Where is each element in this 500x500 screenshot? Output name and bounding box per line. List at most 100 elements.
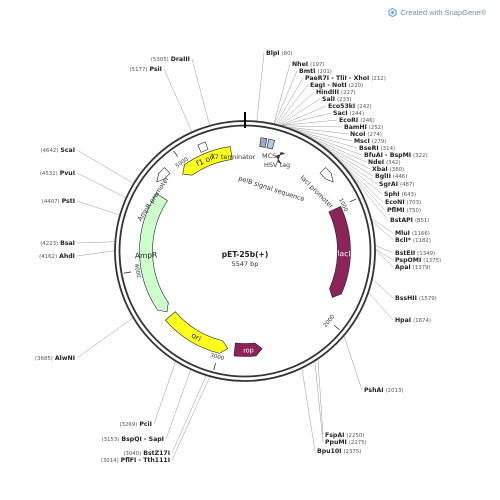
site-label-ppumi[interactable]: PpuMI (2275) [325,439,367,446]
site-label-eagi-noti[interactable]: EagI - NotI (220) [310,82,363,89]
site-label-bamhi[interactable]: BamHI (252) [344,124,383,131]
leader-line-mlui [371,218,394,234]
site-label-paer7i-tlii-xhoi[interactable]: PaeR7I - TliI - XhoI (212) [305,75,386,82]
site-label-xbai[interactable]: XbaI (380) [372,166,404,173]
leader-line-bfuai-bspmi [291,128,363,156]
site-name: BlpI [266,50,280,57]
site-position: (242) [357,104,372,110]
site-label-bspqi-sapi[interactable]: (3153) BspQI - SapI [101,436,164,443]
feature-arrow-t7-terminator[interactable] [197,141,209,153]
feature-mcs[interactable]: MCS [259,137,277,160]
site-name: Eco53kI [328,103,355,110]
site-label-scai[interactable]: (4642) ScaI [40,147,75,154]
feature-arrow-mcs[interactable] [259,137,268,148]
site-label-blpi[interactable]: BlpI (80) [266,50,293,57]
feature-laci-promoter[interactable]: lacI promoter [299,167,336,211]
site-label-psti[interactable]: (4407) PstI [42,198,75,205]
site-position: (80) [282,51,293,57]
site-label-econi[interactable]: EcoNI (703) [385,199,421,206]
site-label-bmti[interactable]: BmtI (201) [299,68,332,75]
site-label-ndei[interactable]: NdeI (342) [368,159,401,166]
site-label-alwni[interactable]: (3685) AlwNI [35,355,75,362]
center-title: pET-25b(+) 5547 bp [222,250,269,268]
feature-arrow-ampr-promoter[interactable] [156,167,171,183]
site-position: (1379) [413,265,431,271]
site-label-pshai[interactable]: PshAI (2013) [364,387,404,394]
feature-arrow-laci[interactable] [328,206,351,298]
site-position: (1349) [417,251,435,257]
watermark-text: Created with SnapGene® [400,8,486,17]
leader-line-alwni [76,317,134,359]
site-label-fspai[interactable]: FspAI (2250) [325,432,364,439]
site-label-pflmi[interactable]: PflMI (750) [387,207,421,214]
site-label-mlui[interactable]: MluI (1166) [395,230,430,237]
leader-line-ppumi [314,361,324,443]
site-label-ahdi[interactable]: (4162) AhdI [39,253,75,260]
site-name: AhdI [59,253,75,260]
site-label-bcli[interactable]: BclI* (1182) [395,237,431,244]
feature-label: HSV tag [264,161,290,169]
site-label-bglii[interactable]: BglII (446) [375,173,407,180]
site-label-sgrai[interactable]: SgrAI (487) [379,181,415,188]
feature-arrow-hsv-tag[interactable] [266,138,276,150]
site-label-apai[interactable]: ApaI (1379) [395,264,431,271]
site-label-bseri[interactable]: BseRI (314) [359,145,395,152]
feature-label: ori [190,331,203,344]
site-label-hindiii[interactable]: HindIII (227) [316,89,356,96]
feature-rop[interactable]: rop [233,342,263,357]
site-label-msci[interactable]: MscI (279) [354,138,386,145]
feature-arrow-f1-ori[interactable] [182,146,233,176]
site-label-pspomi[interactable]: PspOMI (1375) [395,257,441,264]
feature-arrow-ori[interactable] [164,311,229,354]
feature-arrow-ampr[interactable] [139,193,169,313]
site-position: (1674) [413,318,431,324]
site-name: Bpu10I [317,448,341,455]
site-label-bfuai-bspmi[interactable]: BfuAI - BspMI (322) [364,152,428,159]
feature-arrow-rop[interactable] [233,342,263,357]
scale-tick-2000 [333,324,340,331]
leader-line-pvui [76,172,127,198]
site-label-psii[interactable]: (5177) PsiI [130,66,162,73]
site-name: SphI [384,191,400,198]
leader-line-bcli [371,220,394,241]
site-name: NdeI [368,159,384,166]
site-position: (3040) [123,451,141,457]
site-label-bsai[interactable]: (4223) BsaI [40,240,75,247]
site-label-bsshii[interactable]: BssHII (1579) [395,295,437,302]
site-position: (274) [367,132,382,138]
site-label-saci[interactable]: SacI (244) [333,110,364,117]
site-label-hpai[interactable]: HpaI (1674) [395,317,431,324]
site-label-pflfi-tth111i[interactable]: (3014) PflFI - Tth111I [101,457,170,464]
leader-line-bmti [274,70,298,124]
site-label-eco53ki[interactable]: Eco53kI (242) [328,103,372,110]
site-label-sali[interactable]: SalI (233) [322,96,352,103]
leader-line-pflfi-tth111i [171,376,211,461]
feature-f1-ori[interactable]: f1 ori [182,146,233,176]
site-name: NcoI [350,131,365,138]
leader-line-bpu10i [301,368,316,452]
site-label-nhei[interactable]: NheI (197) [292,61,325,68]
site-position: (1182) [413,238,431,244]
feature-t7-terminator[interactable]: T7 terminator [197,141,256,161]
site-label-bpu10i[interactable]: Bpu10I (2375) [317,448,361,455]
site-name: XbaI [372,166,388,173]
leader-line-hpai [368,292,394,321]
feature-laci[interactable]: lacI [328,206,351,298]
site-label-pvui[interactable]: (4532) PvuI [40,170,75,177]
feature-arrow-pelb-signal-sequence[interactable] [275,151,286,164]
feature-arrow-laci-promoter[interactable] [319,167,334,183]
leader-line-pshai [343,335,363,391]
feature-ampr[interactable]: AmpR [135,193,169,313]
site-label-bstapi[interactable]: BstAPI (851) [390,217,429,224]
site-label-draiii[interactable]: (5305) DraIII [151,56,190,63]
feature-ori[interactable]: ori [164,311,229,354]
site-label-sphi[interactable]: SphI (643) [384,191,416,198]
site-label-pcii[interactable]: (3269) PciI [119,421,152,428]
site-label-ncoi[interactable]: NcoI (274) [350,131,382,138]
site-label-bsteii[interactable]: BstEII (1349) [395,250,435,257]
site-name: PciI [139,421,152,428]
site-label-ecori[interactable]: EcoRI (246) [339,117,375,124]
site-label-bstz17i[interactable]: (3040) BstZ17I [123,450,170,457]
site-name: PaeR7I - TliI - XhoI [305,75,369,82]
feature-hsv-tag[interactable]: HSV tag [264,138,290,169]
